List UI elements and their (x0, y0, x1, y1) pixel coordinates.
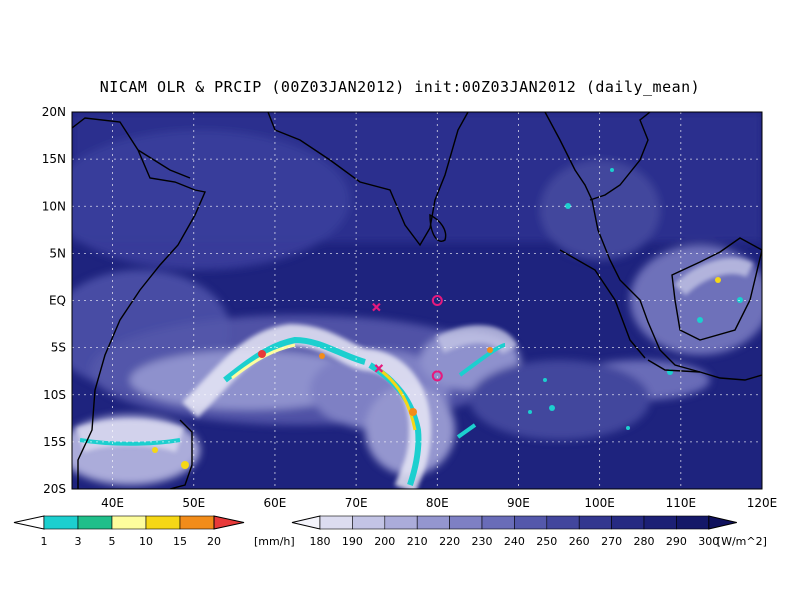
lat-tick-label: 20N (42, 105, 66, 119)
olr-bar-label: 300 (698, 535, 719, 548)
plot-frame (71, 111, 763, 490)
olr-bar-label: 240 (504, 535, 525, 548)
olr-colorbar: 180 190 200 210 220 230 240 250 260 270 280 290 300[… (291, 515, 767, 548)
olr-bar-cell (481, 515, 515, 530)
precip-bar-label: 3 (75, 535, 82, 548)
lat-tick-label: 10N (42, 199, 66, 213)
olr-bar-label: 280 (634, 535, 655, 548)
plot-area (72, 112, 762, 489)
olr-bar-unit: [W/m^2] (717, 535, 767, 548)
markers (372, 295, 443, 382)
circle-marker (431, 295, 443, 306)
precip-field (79, 168, 743, 486)
olr-bar-label: 270 (601, 535, 622, 548)
lon-tick-label: 110E (666, 496, 697, 510)
olr-bar-label: 260 (569, 535, 590, 548)
precip-bar-cell (111, 515, 147, 530)
olr-bar-label: 290 (666, 535, 687, 548)
lon-tick-label: 90E (507, 496, 530, 510)
lat-tick-label: 15N (42, 152, 66, 166)
coastlines (72, 112, 762, 489)
olr-bar-cell (546, 515, 580, 530)
olr-bar-cell (643, 515, 677, 530)
lon-tick-label: 100E (584, 496, 615, 510)
olr-bar-low-arrow (291, 515, 321, 530)
olr-bar-cell (578, 515, 612, 530)
olr-bar-label: 200 (374, 535, 395, 548)
lat-tick-label: 10S (43, 388, 66, 402)
circle-marker (431, 370, 443, 382)
precip-bar-label: 5 (109, 535, 116, 548)
precip-bar-label: 1 (41, 535, 48, 548)
lon-tick-label: 70E (345, 496, 368, 510)
x-marker (372, 302, 381, 312)
precip-bar-label: 10 (139, 535, 153, 548)
precip-bar-cell (77, 515, 113, 530)
olr-bar-cell (449, 515, 483, 530)
lat-tick-label: 15S (43, 435, 66, 449)
precip-colorbar: 1 3 5 10 15 20 [mm/h] (13, 515, 295, 548)
olr-bar-cell (416, 515, 450, 530)
lat-tick-label: 20S (43, 482, 66, 496)
lat-tick-label: EQ (49, 294, 66, 308)
precip-bar-label: 20 (207, 535, 221, 548)
olr-bar-cell (319, 515, 353, 530)
precip-bar-cell (43, 515, 79, 530)
olr-bar-cell (514, 515, 548, 530)
precip-bar-cell (179, 515, 215, 530)
map-title: NICAM OLR & PRCIP (00Z03JAN2012) init:00… (99, 78, 701, 96)
precip-bar-unit: [mm/h] (254, 535, 295, 548)
lat-tick-label: 5S (51, 341, 66, 355)
olr-bar-cell (611, 515, 645, 530)
axis-ticks: 40E 50E 60E 70E 80E 90E 100E 110E 120E 20N 15N 10N 5… (42, 105, 778, 510)
lon-tick-label: 60E (264, 496, 287, 510)
grid-lines (72, 112, 762, 489)
lon-tick-label: 40E (101, 496, 124, 510)
olr-bar-label: 180 (310, 535, 331, 548)
x-marker (374, 364, 384, 373)
olr-bar-cell (352, 515, 386, 530)
precip-bar-label: 15 (173, 535, 187, 548)
lon-tick-label: 120E (747, 496, 778, 510)
olr-bar-label: 210 (407, 535, 428, 548)
precip-bar-cell (145, 515, 181, 530)
lat-tick-label: 5N (49, 246, 66, 260)
olr-bar-label: 230 (472, 535, 493, 548)
olr-bar-label: 220 (439, 535, 460, 548)
olr-bar-label: 190 (342, 535, 363, 548)
olr-bar-label: 250 (536, 535, 557, 548)
precip-bar-high-arrow (213, 515, 245, 530)
lon-tick-label: 50E (182, 496, 205, 510)
olr-bar-high-arrow (708, 515, 737, 530)
olr-bar-cell (384, 515, 418, 530)
precip-bar-low-arrow (13, 515, 45, 530)
olr-bar-cell (676, 515, 710, 530)
lon-tick-label: 80E (426, 496, 449, 510)
